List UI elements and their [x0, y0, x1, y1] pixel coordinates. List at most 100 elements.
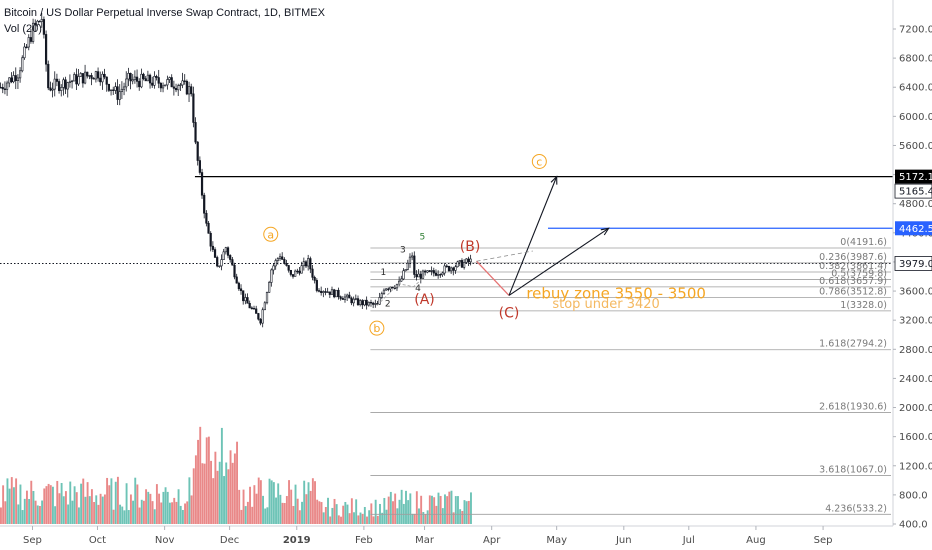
candle-body: [1, 87, 4, 90]
price-label: 5165.4: [899, 187, 932, 198]
volume-bar: [363, 506, 366, 524]
volume-bar: [431, 495, 433, 524]
candle-body: [231, 259, 234, 266]
candle-body: [400, 278, 403, 282]
candle-body: [361, 300, 364, 306]
volume-bar: [138, 507, 141, 524]
subwave-1-label: 1: [381, 268, 387, 278]
wave-B-label: (B): [460, 239, 481, 255]
volume-bar: [203, 463, 206, 524]
volume-bar: [184, 503, 187, 524]
subwave-5-label: 5: [420, 232, 426, 242]
volume-bar: [242, 489, 245, 524]
candle-body: [341, 298, 344, 300]
volume-bar: [49, 485, 52, 524]
volume-bar: [34, 500, 37, 524]
candle-body: [164, 84, 167, 87]
volume-bar: [441, 508, 444, 524]
volume-bar: [190, 495, 193, 524]
candle-body: [125, 78, 128, 88]
candle-body: [363, 299, 366, 306]
volume-bar: [236, 441, 238, 524]
candle-body: [203, 194, 206, 214]
volume-bar: [305, 494, 308, 524]
candle-body: [296, 270, 299, 273]
volume-bar: [160, 502, 163, 524]
arrow-to-4462: [508, 227, 609, 296]
volume-bar: [394, 493, 397, 524]
subwave-path: [376, 276, 425, 306]
volume-bar: [223, 476, 225, 524]
candle-body: [337, 289, 340, 298]
candle-body: [148, 74, 152, 84]
candle-body: [391, 286, 394, 289]
volume-bar: [413, 513, 416, 524]
volume-bar: [153, 509, 156, 524]
volume-bar: [327, 497, 329, 524]
candle-body: [460, 260, 464, 268]
candle-body: [322, 291, 325, 293]
candle-body: [268, 282, 271, 293]
candle-body: [205, 212, 208, 224]
y-tick-label: 2800.0: [899, 345, 932, 356]
candle-body: [131, 79, 134, 82]
volume-bar: [285, 496, 288, 524]
volume-bar: [324, 507, 327, 524]
fib-label: 0.5(3759.8): [831, 268, 887, 279]
volume-bar: [186, 501, 189, 524]
volume-bar: [361, 513, 364, 524]
candle-body: [187, 86, 191, 95]
volume-bar: [288, 480, 290, 524]
volume-bar: [316, 499, 319, 524]
price-label-bg: [895, 221, 932, 236]
candle-body: [127, 72, 130, 80]
volume-bar: [88, 496, 91, 524]
volume-bar: [201, 463, 204, 524]
volume-bar: [171, 502, 174, 524]
candle-body: [417, 273, 420, 278]
volume-bar: [426, 510, 429, 524]
candle-body: [413, 255, 416, 275]
volume-bar: [125, 483, 128, 524]
fib-label: 4.236(533.2): [825, 503, 887, 514]
candle-body: [23, 46, 26, 59]
volume-bar: [448, 491, 451, 524]
volume-bar: [459, 509, 462, 524]
candle-body: [372, 302, 375, 305]
volume-bar: [309, 490, 312, 524]
candle-body: [339, 296, 342, 299]
candle-body: [92, 78, 95, 80]
volume-bar: [108, 485, 111, 524]
elliott-drawings: [376, 175, 610, 306]
fib-label: 0.786(3512.8): [819, 286, 887, 297]
candle-body: [274, 260, 277, 267]
candle-body: [432, 270, 435, 274]
volume-bar: [301, 501, 303, 524]
volume-bar: [97, 504, 100, 524]
wave-c-label-circle: [531, 153, 547, 169]
candle-body: [469, 258, 472, 263]
candle-body: [142, 73, 145, 79]
x-tick-label: Sep: [814, 535, 833, 546]
candle-body: [218, 265, 221, 267]
volume-bar: [177, 489, 180, 524]
candle-body: [70, 80, 74, 83]
candle-body: [27, 37, 30, 48]
candle-body: [73, 74, 76, 82]
arrow-to-c: [508, 176, 558, 296]
volume-bar: [134, 477, 137, 524]
volume-bar: [428, 495, 431, 524]
candle-body: [463, 262, 466, 268]
volume-bar: [298, 510, 301, 524]
volume-bar: [218, 461, 221, 524]
volume-bar: [173, 497, 176, 524]
volume-bar: [333, 498, 336, 524]
x-tick-label: 2019: [283, 535, 311, 546]
volume-bar: [194, 455, 197, 524]
candle-body: [36, 20, 39, 26]
candle-body: [49, 87, 52, 91]
volume-bar: [372, 516, 375, 524]
candle-body: [151, 82, 154, 86]
candle-body: [248, 302, 251, 309]
